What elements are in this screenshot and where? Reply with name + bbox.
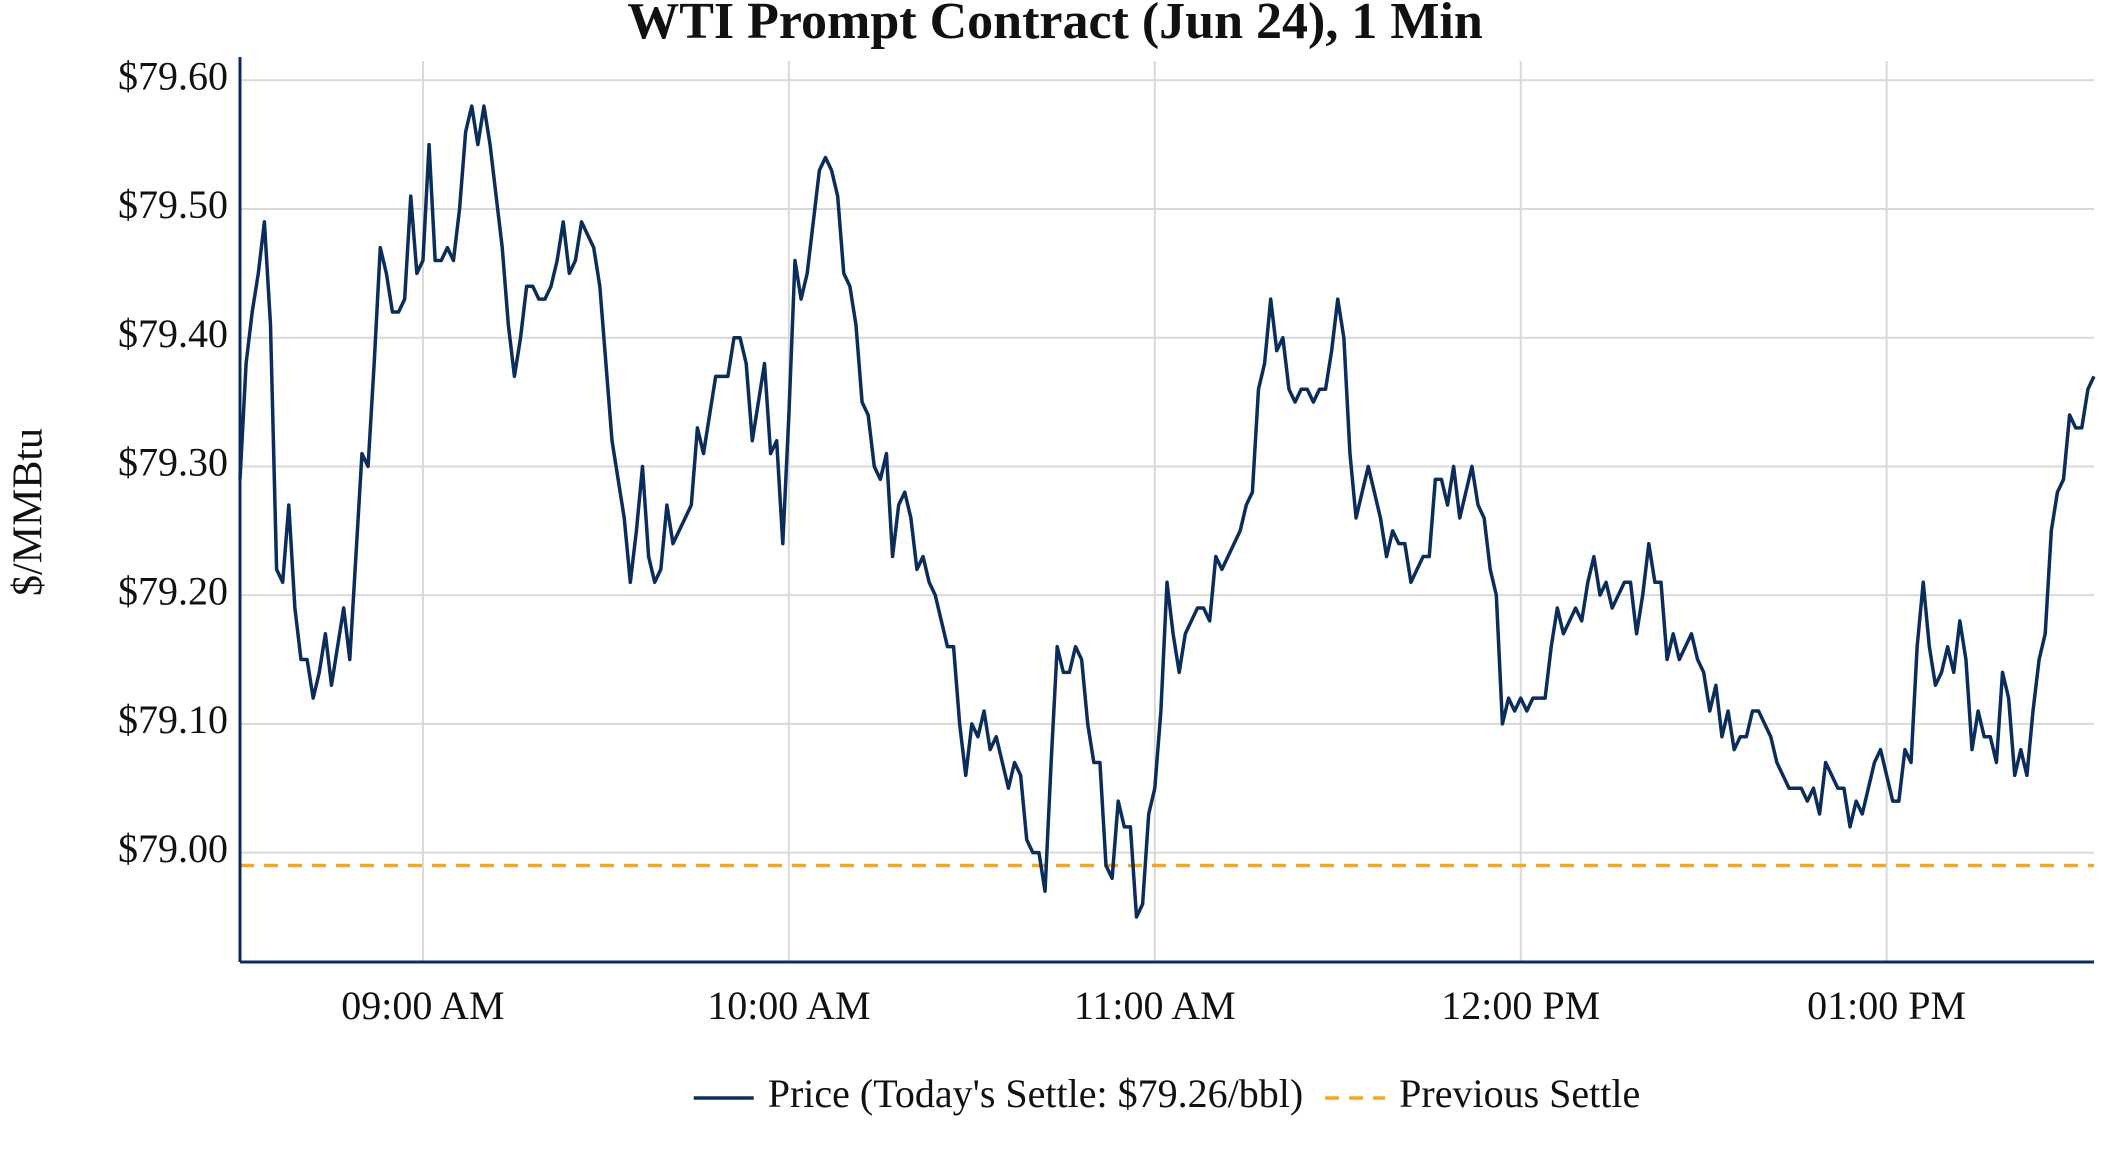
legend-label: Previous Settle	[1399, 1071, 1640, 1116]
y-axis-label: $/MMBtu	[6, 428, 52, 596]
y-tick-label: $79.10	[118, 697, 228, 742]
y-tick-label: $79.50	[118, 182, 228, 227]
price-line	[238, 104, 2096, 919]
x-tick-label: 09:00 AM	[341, 983, 504, 1028]
chart-title: WTI Prompt Contract (Jun 24), 1 Min	[627, 0, 1483, 50]
y-tick-label: $79.40	[118, 311, 228, 356]
y-tick-label: $79.00	[118, 826, 228, 871]
legend-label: Price (Today's Settle: $79.26/bbl)	[768, 1071, 1303, 1116]
x-tick-label: 11:00 AM	[1074, 983, 1236, 1028]
y-tick-label: $79.60	[118, 53, 228, 98]
x-tick-label: 12:00 PM	[1441, 983, 1600, 1028]
x-tick-label: 10:00 AM	[707, 983, 870, 1028]
y-tick-label: $79.30	[118, 440, 228, 485]
y-tick-label: $79.20	[118, 568, 228, 613]
x-tick-label: 01:00 PM	[1807, 983, 1966, 1028]
